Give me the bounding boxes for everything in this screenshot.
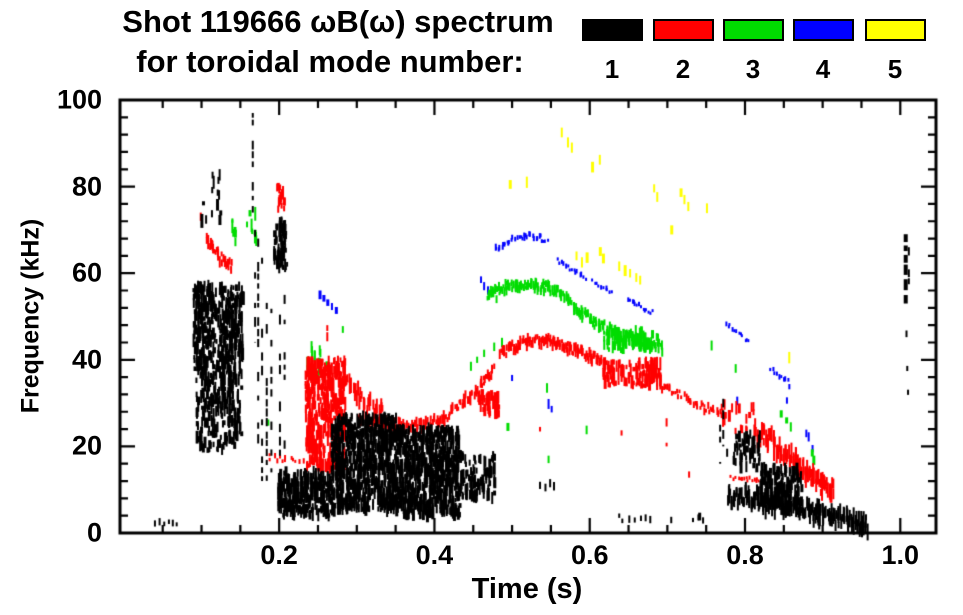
legend-mode-label: 5 [887, 54, 903, 84]
figure-subtitle: for toroidal mode number: [136, 44, 524, 79]
y-tick-label: 40 [71, 344, 102, 375]
figure-title: Shot 119666 ωB(ω) spectrum [122, 4, 554, 39]
legend-swatch-mode-4 [793, 19, 854, 41]
x-axis-label: Time (s) [471, 573, 583, 605]
x-tick-label: 0.4 [415, 540, 454, 570]
legend-swatch-mode-2 [653, 19, 714, 41]
x-tick-label: 1.0 [881, 540, 920, 570]
legend-mode-label: 2 [675, 54, 691, 84]
legend-swatch-mode-3 [723, 19, 784, 41]
x-tick-label: 0.6 [570, 540, 609, 570]
y-tick-label: 80 [71, 171, 102, 202]
y-axis-label: Frequency (kHz) [16, 218, 45, 414]
legend-mode-label: 4 [815, 54, 831, 84]
legend-mode-label: 3 [745, 54, 761, 84]
x-tick-label: 0.2 [260, 540, 298, 570]
x-tick-label: 0.8 [726, 540, 764, 570]
legend-swatch-mode-1 [582, 19, 643, 41]
y-tick-label: 0 [86, 517, 102, 548]
y-tick-label: 20 [71, 430, 102, 461]
y-tick-label: 60 [71, 257, 102, 288]
legend-swatch-mode-5 [865, 19, 926, 41]
y-tick-label: 100 [56, 84, 102, 115]
legend-mode-label: 1 [604, 54, 620, 84]
